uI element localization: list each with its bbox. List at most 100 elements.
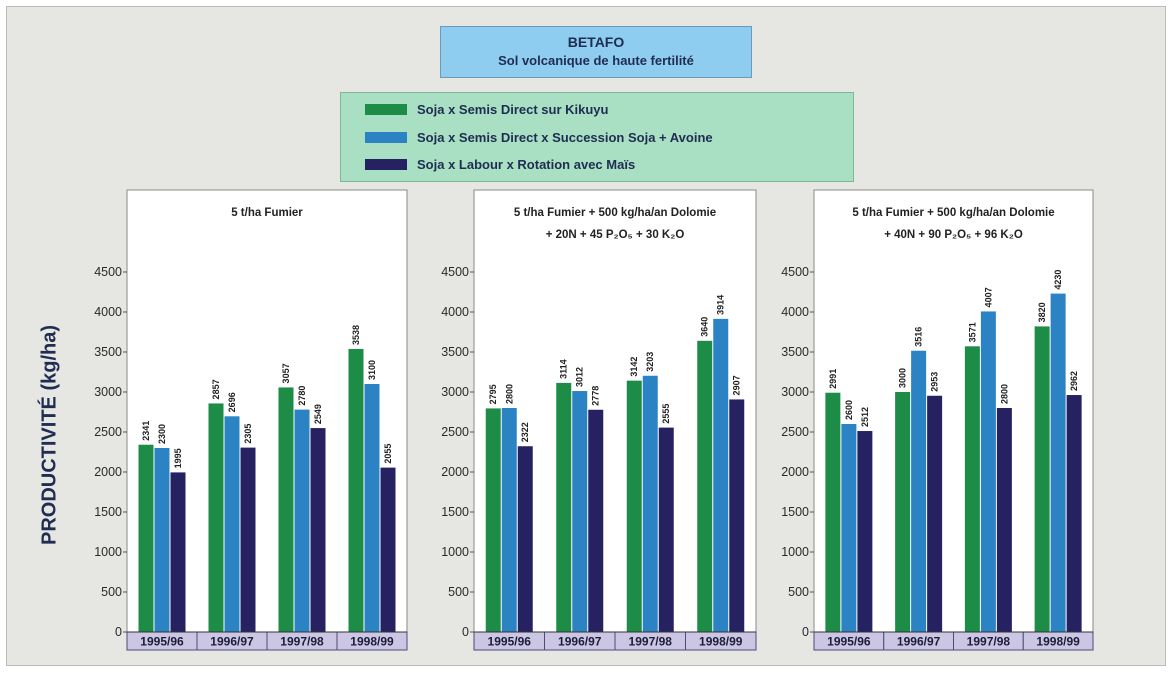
data-label: 3142 [629,357,639,377]
bar [825,392,841,632]
bar [697,340,713,632]
legend-swatch [365,103,407,115]
bar [208,403,224,632]
data-label: 4007 [983,287,993,307]
chart-title: BETAFO [567,34,625,50]
data-label: 2800 [999,384,1009,404]
data-label: 2322 [520,422,530,442]
bar [572,391,588,632]
y-tick-label: 3000 [94,385,122,399]
y-tick-label: 2500 [94,425,122,439]
y-tick-label: 4000 [781,305,809,319]
data-label: 2857 [211,379,221,399]
legend-swatch [365,131,407,143]
panel-title: + 20N + 45 P₂O₅ + 30 K₂O [546,229,685,241]
data-label: 2600 [844,400,854,420]
data-label: 2780 [297,386,307,406]
y-tick-label: 4500 [94,265,122,279]
y-tick-label: 2000 [781,465,809,479]
bar [642,375,658,632]
data-label: 3057 [281,363,291,383]
bar [841,424,857,632]
legend-swatch [365,158,407,170]
bar [1034,326,1050,632]
y-tick-label: 4000 [441,305,469,319]
bar [278,387,294,632]
legend-label: Soja x Semis Direct x Succession Soja + … [417,129,713,145]
y-tick-label: 2000 [94,465,122,479]
data-label: 3000 [898,368,908,388]
data-label: 2907 [732,375,742,395]
y-tick-label: 0 [115,625,122,639]
panel-title: 5 t/ha Fumier + 500 kg/ha/an Dolomie [514,207,716,219]
data-label: 3100 [367,360,377,380]
data-label: 3640 [700,317,710,337]
y-tick-label: 3500 [781,345,809,359]
data-label: 2778 [591,386,601,406]
data-label: 3114 [559,359,569,379]
data-label: 3571 [967,322,977,342]
data-label: 3203 [645,352,655,372]
y-tick-label: 2500 [781,425,809,439]
bar [895,392,911,632]
y-tick-label: 1500 [441,505,469,519]
data-label: 2800 [504,384,514,404]
chart-panel: 5 t/ha Fumier 0 500 1000 1500 2000 2500 3000 350… [94,189,408,651]
data-label: 3516 [914,327,924,347]
bar [729,399,745,632]
y-tick-label: 3500 [441,345,469,359]
data-label: 3820 [1037,302,1047,322]
data-label: 2341 [141,421,151,441]
y-tick-label: 4000 [94,305,122,319]
bar [294,409,310,632]
data-label: 3914 [716,295,726,315]
bar [348,348,364,632]
bar [154,448,170,632]
data-label: 2555 [661,404,671,424]
legend-label: Soja x Semis Direct sur Kikuyu [417,101,609,117]
panel-title: 5 t/ha Fumier [231,207,303,219]
y-tick-label: 2000 [441,465,469,479]
bar [1066,395,1082,632]
y-tick-label: 1500 [94,505,122,519]
legend-item: Soja x Semis Direct sur Kikuyu [365,98,608,120]
legend: Soja x Semis Direct sur Kikuyu Soja x Se… [340,92,854,182]
panel-title: + 40N + 90 P₂O₅ + 96 K₂O [884,229,1023,241]
data-label: 2055 [383,444,393,464]
data-label: 2991 [828,369,838,389]
data-label: 3538 [351,325,361,345]
bar [857,431,873,632]
bar [658,427,674,632]
bar [996,408,1012,632]
data-label: 2696 [227,392,237,412]
panel-title: 5 t/ha Fumier + 500 kg/ha/an Dolomie [852,207,1054,219]
bar [310,428,326,632]
data-label: 2962 [1069,371,1079,391]
data-label: 3012 [575,367,585,387]
category-label: 1996/97 [210,635,254,649]
category-label: 1995/96 [140,635,184,649]
bar [240,447,256,632]
bar [980,311,996,632]
legend-label: Soja x Labour x Rotation avec Maïs [417,156,636,172]
bar [364,384,380,632]
category-label: 1998/99 [350,635,394,649]
data-label: 2512 [860,407,870,427]
bar [927,395,943,632]
bar [1050,293,1066,632]
chart-panel: 5 t/ha Fumier + 500 kg/ha/an Dolomie + 20… [441,189,757,651]
y-tick-label: 500 [788,585,809,599]
data-label: 2300 [157,424,167,444]
bar [964,346,980,632]
y-tick-label: 4500 [441,265,469,279]
y-tick-label: 2500 [441,425,469,439]
bar [380,467,396,632]
category-label: 1995/96 [488,635,532,649]
category-label: 1998/99 [699,635,743,649]
category-label: 1996/97 [897,635,941,649]
chart-subtitle: Sol volcanique de haute fertilité [498,53,694,68]
bar [224,416,240,632]
data-label: 2953 [930,372,940,392]
data-label: 2305 [243,424,253,444]
legend-item: Soja x Labour x Rotation avec Maïs [365,153,635,175]
